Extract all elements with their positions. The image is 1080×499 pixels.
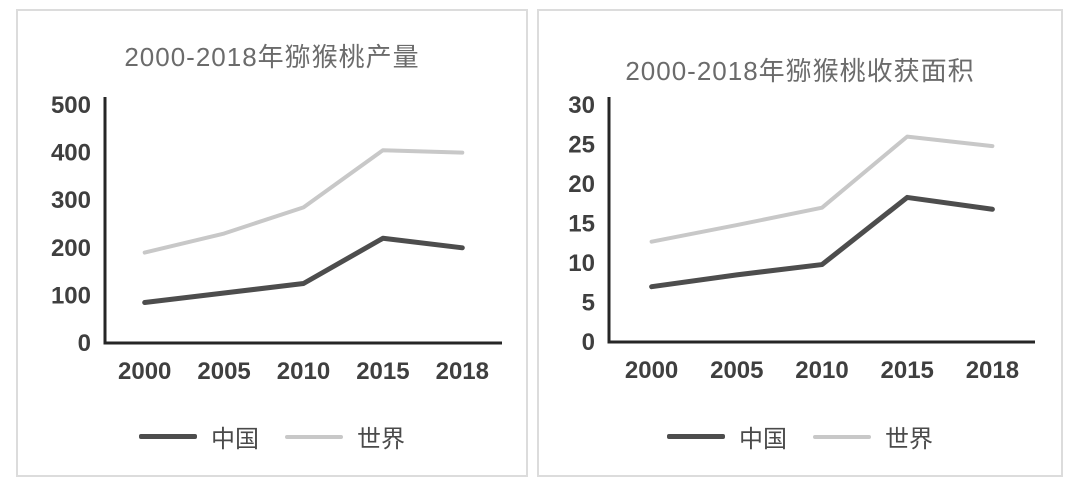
svg-text:200: 200 xyxy=(51,235,91,262)
production-chart-title: 2000-2018年猕猴桃产量 xyxy=(124,42,420,72)
svg-text:2018: 2018 xyxy=(436,358,489,385)
svg-text:300: 300 xyxy=(51,187,91,214)
svg-text:2018: 2018 xyxy=(966,357,1019,384)
legend-label-china: 中国 xyxy=(739,426,787,453)
china-series-marker xyxy=(139,434,197,439)
svg-text:2010: 2010 xyxy=(277,358,330,385)
legend-item-china: 中国 xyxy=(139,419,259,454)
svg-text:2005: 2005 xyxy=(197,358,250,385)
svg-text:2015: 2015 xyxy=(881,357,934,384)
legend-item-china: 中国 xyxy=(667,419,787,454)
harvest-area-chart-panel: 0 5 10 15 20 25 30 2000 2005 2010 2015 2018 2000-20… xyxy=(537,9,1063,477)
harvest-area-chart-legend: 中国 世界 xyxy=(539,419,1061,454)
svg-text:2000: 2000 xyxy=(118,358,171,385)
svg-text:0: 0 xyxy=(582,329,595,356)
china-series-marker xyxy=(667,434,725,439)
legend-label-world: 世界 xyxy=(357,426,405,453)
production-line-chart: 0 100 200 300 400 500 2000 2005 2010 2015 2018 xyxy=(51,92,502,385)
harvest-area-line-chart: 0 5 10 15 20 25 30 2000 2005 2010 2015 2018 xyxy=(568,92,1035,384)
svg-text:2010: 2010 xyxy=(795,357,848,384)
svg-text:100: 100 xyxy=(51,282,91,309)
svg-text:20: 20 xyxy=(568,171,595,198)
svg-text:10: 10 xyxy=(568,250,595,277)
legend-label-world: 世界 xyxy=(885,426,933,453)
svg-text:2000: 2000 xyxy=(625,357,678,384)
legend-item-world: 世界 xyxy=(285,419,405,454)
production-chart-panel: 0 100 200 300 400 500 2000 2005 2010 2015 2018 200… xyxy=(16,9,528,477)
svg-text:2005: 2005 xyxy=(710,357,763,384)
world-series-marker xyxy=(813,434,871,439)
svg-text:30: 30 xyxy=(568,92,595,119)
svg-text:500: 500 xyxy=(51,92,91,119)
svg-text:5: 5 xyxy=(582,290,595,317)
svg-text:0: 0 xyxy=(78,330,91,357)
legend-item-world: 世界 xyxy=(813,419,933,454)
svg-text:2015: 2015 xyxy=(356,358,409,385)
world-series-marker xyxy=(285,434,343,439)
harvest-area-chart-title: 2000-2018年猕猴桃收获面积 xyxy=(625,56,975,86)
production-chart-legend: 中国 世界 xyxy=(18,419,526,454)
svg-text:400: 400 xyxy=(51,140,91,167)
svg-text:15: 15 xyxy=(568,211,595,238)
svg-text:25: 25 xyxy=(568,132,595,159)
legend-label-china: 中国 xyxy=(211,426,259,453)
